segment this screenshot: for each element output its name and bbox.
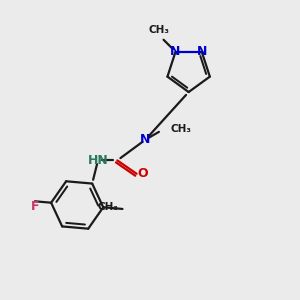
Text: CH₃: CH₃ (149, 26, 170, 35)
Text: CH₃: CH₃ (170, 124, 191, 134)
Text: N: N (196, 45, 207, 58)
Text: O: O (138, 167, 148, 180)
Text: F: F (31, 200, 39, 213)
Text: CH₃: CH₃ (97, 202, 118, 212)
Text: N: N (140, 133, 151, 146)
Text: HN: HN (88, 154, 108, 166)
Text: N: N (170, 45, 181, 58)
